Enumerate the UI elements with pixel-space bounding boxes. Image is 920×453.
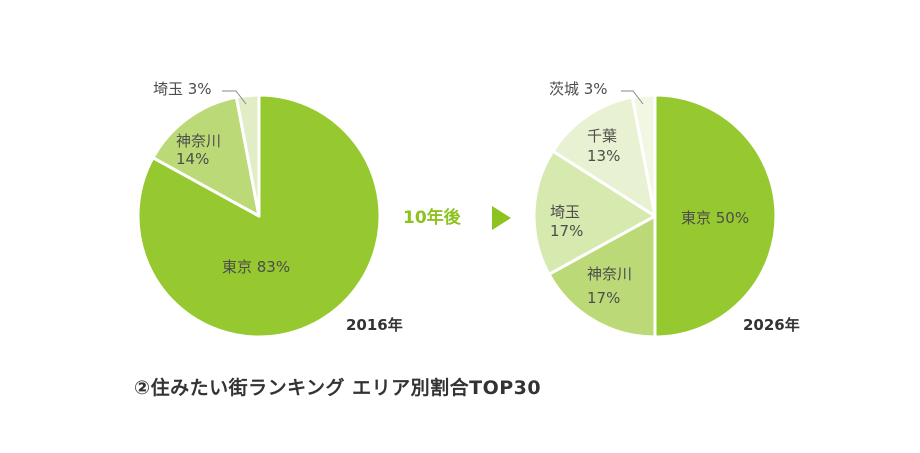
year-label: 2016年 [346,316,403,334]
slice-label-ibaraki: 茨城 3% [549,80,608,98]
arrow-label: 10年後 [403,207,462,228]
slice-label-saitama-value: 17% [550,222,583,240]
slice-label-kanagawa-value: 17% [587,289,620,307]
pie-slice-ibaraki [630,93,657,218]
pie-slice-saitama [234,93,261,218]
slice-label-chiba-value: 13% [587,147,620,165]
pie-slice-saitama [532,149,657,276]
slice-label-tokyo: 東京 50% [681,209,749,227]
leader-line-saitama [222,90,247,105]
pie-slice-chiba [551,95,657,218]
year-label: 2026年 [743,316,800,334]
slice-label-kanagawa-value: 14% [176,150,209,168]
slice-label-chiba-name: 千葉 [587,127,617,145]
pie-slice-tokyo [653,93,778,339]
slice-label-saitama: 埼玉 3% [153,80,212,98]
slice-label-kanagawa-name: 神奈川 [176,132,221,150]
slice-label-saitama-name: 埼玉 [550,203,580,221]
slice-label-tokyo: 東京 83% [222,258,290,276]
pie-slice-kanagawa [547,214,657,339]
chart-caption: ②住みたい街ランキング エリア別割合TOP30 [134,376,541,399]
leader-line-ibaraki [621,90,644,105]
pie-slice-kanagawa [151,95,261,218]
play-arrow-icon [492,206,511,230]
slice-label-kanagawa-name: 神奈川 [587,265,632,283]
